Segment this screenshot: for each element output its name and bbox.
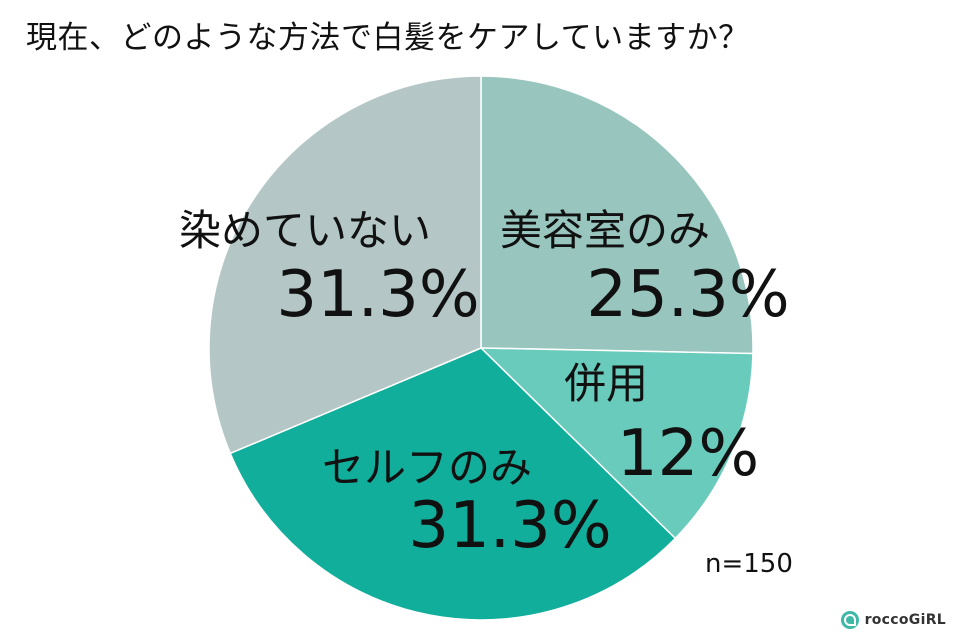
brand-logo: roccoGiRL [840,610,946,630]
slice-percentage: 31.3% [276,258,479,332]
brand-logo-text: roccoGiRL [864,612,946,628]
slice-percentage: 12% [617,417,759,491]
chart-title: 現在、どのような方法で白髪をケアしていますか？ [26,20,750,56]
slice-label: 美容室のみ [500,206,710,255]
rocco-logo-icon [840,611,859,629]
pie-slice [208,75,482,455]
slice-label: セルフのみ [322,443,532,492]
slice-label: 染めていない [179,206,431,255]
slice-percentage: 25.3% [586,258,789,332]
slice-percentage: 31.3% [408,489,611,563]
pie-slice [480,75,754,355]
sample-size-note: n=150 [705,549,793,579]
pie-slice [229,347,677,621]
pie-slice [479,347,754,540]
slice-label: 併用 [564,359,648,408]
